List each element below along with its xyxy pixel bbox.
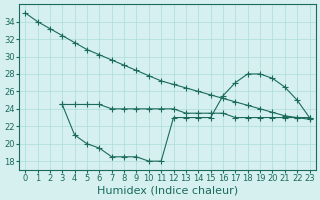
X-axis label: Humidex (Indice chaleur): Humidex (Indice chaleur) [97, 186, 238, 196]
